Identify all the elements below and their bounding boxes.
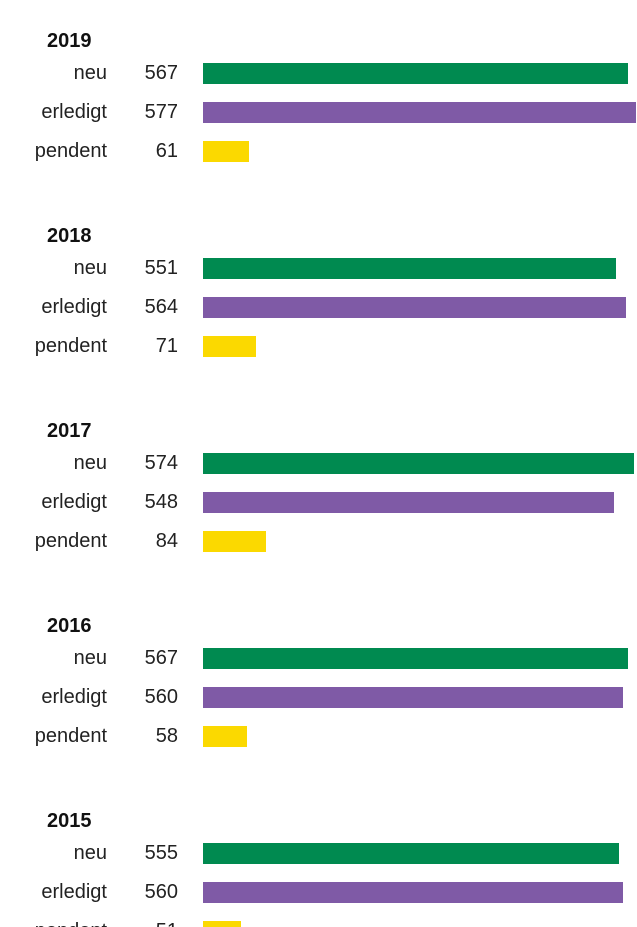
bar-erledigt xyxy=(203,687,623,708)
year-title: 2018 xyxy=(47,225,92,247)
data-label-neu: 567 xyxy=(145,62,178,84)
year-group-2015: 2015 neu 555 erledigt 560 pendent 51 xyxy=(35,810,623,927)
year-title: 2017 xyxy=(47,420,92,442)
year-group-2016: 2016 neu 567 erledigt 560 pendent 58 xyxy=(35,615,628,747)
bar-neu xyxy=(203,258,616,279)
data-label-erledigt: 577 xyxy=(145,101,178,123)
row-label-erledigt: erledigt xyxy=(41,686,107,708)
data-label-neu: 567 xyxy=(145,647,178,669)
row-label-erledigt: erledigt xyxy=(41,881,107,903)
row-label-pendent: pendent xyxy=(35,140,108,162)
year-title: 2019 xyxy=(47,30,92,52)
bar-pendent xyxy=(203,726,247,747)
bar-erledigt xyxy=(203,102,636,123)
data-label-neu: 574 xyxy=(145,452,178,474)
bar-pendent xyxy=(203,531,266,552)
year-group-2018: 2018 neu 551 erledigt 564 pendent 71 xyxy=(35,225,626,357)
bar-erledigt xyxy=(203,492,614,513)
bar-pendent xyxy=(203,921,241,927)
row-label-neu: neu xyxy=(74,257,107,279)
year-group-2019: 2019 neu 567 erledigt 577 pendent 61 xyxy=(35,30,636,162)
data-label-pendent: 71 xyxy=(156,335,178,357)
row-label-neu: neu xyxy=(74,647,107,669)
row-label-pendent: pendent xyxy=(35,920,108,927)
bar-neu xyxy=(203,843,619,864)
data-label-neu: 555 xyxy=(145,842,178,864)
row-label-neu: neu xyxy=(74,62,107,84)
data-label-erledigt: 560 xyxy=(145,686,178,708)
bar-neu xyxy=(203,63,628,84)
row-label-erledigt: erledigt xyxy=(41,101,107,123)
bar-pendent xyxy=(203,336,256,357)
row-label-pendent: pendent xyxy=(35,530,108,552)
row-label-pendent: pendent xyxy=(35,725,108,747)
data-label-erledigt: 560 xyxy=(145,881,178,903)
bar-erledigt xyxy=(203,297,626,318)
data-label-pendent: 61 xyxy=(156,140,178,162)
row-label-pendent: pendent xyxy=(35,335,108,357)
bar-pendent xyxy=(203,141,249,162)
year-title: 2015 xyxy=(47,810,92,832)
year-group-2017: 2017 neu 574 erledigt 548 pendent 84 xyxy=(35,420,634,552)
data-label-erledigt: 564 xyxy=(145,296,178,318)
data-label-erledigt: 548 xyxy=(145,491,178,513)
data-label-pendent: 58 xyxy=(156,725,178,747)
bar-erledigt xyxy=(203,882,623,903)
row-label-neu: neu xyxy=(74,452,107,474)
row-label-erledigt: erledigt xyxy=(41,296,107,318)
data-label-pendent: 84 xyxy=(156,530,178,552)
row-label-erledigt: erledigt xyxy=(41,491,107,513)
bar-neu xyxy=(203,648,628,669)
row-label-neu: neu xyxy=(74,842,107,864)
bar-neu xyxy=(203,453,634,474)
year-title: 2016 xyxy=(47,615,92,637)
data-label-neu: 551 xyxy=(145,257,178,279)
data-label-pendent: 51 xyxy=(156,920,178,927)
